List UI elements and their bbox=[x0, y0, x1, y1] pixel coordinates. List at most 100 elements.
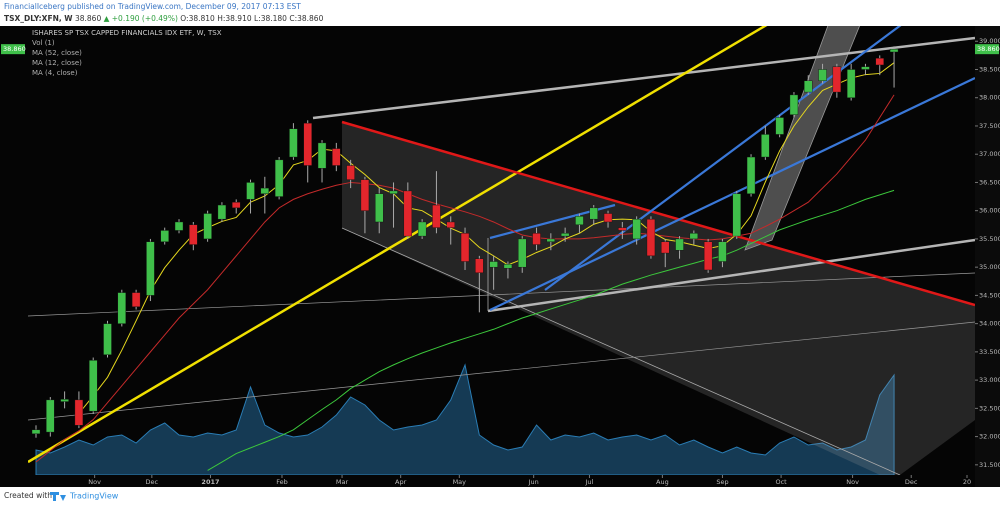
x-tick-label: Jul bbox=[585, 478, 594, 486]
y-tick-label: 37.500 bbox=[979, 122, 1000, 130]
symbol-line: TSX_DLY:XFN, W 38.860 ▲ +0.190 (+0.49%) … bbox=[4, 14, 324, 23]
chart-title: ISHARES SP TSX CAPPED FINANCIALS IDX ETF… bbox=[32, 29, 222, 37]
trend-line bbox=[28, 26, 768, 464]
price-axis bbox=[975, 26, 1000, 487]
candle-body bbox=[446, 221, 455, 228]
footer-bar bbox=[0, 487, 1000, 505]
x-tick-label: 20 bbox=[963, 478, 971, 486]
candle-body bbox=[603, 213, 613, 223]
ma-layer bbox=[35, 62, 895, 471]
candle-body bbox=[317, 142, 327, 169]
candle-body bbox=[432, 204, 441, 228]
candle-body bbox=[375, 193, 384, 223]
y-tick-label: 36.000 bbox=[979, 207, 1000, 215]
candle-body bbox=[560, 233, 570, 237]
x-tick-label: Aug bbox=[656, 478, 669, 486]
footer-logo[interactable] bbox=[50, 492, 66, 501]
legend: ISHARES SP TSX CAPPED FINANCIALS IDX ETF… bbox=[32, 29, 222, 77]
plot-area bbox=[28, 26, 975, 475]
candle-body bbox=[703, 241, 713, 271]
candle-body bbox=[131, 292, 141, 307]
candle-body bbox=[346, 165, 355, 180]
candle-body bbox=[46, 399, 55, 433]
candle-body bbox=[260, 187, 270, 194]
candle-body bbox=[475, 258, 484, 274]
candle-body bbox=[689, 233, 699, 240]
candle-body bbox=[632, 218, 641, 240]
trend-line bbox=[28, 321, 975, 421]
y-tick-label: 39.000 bbox=[979, 37, 1000, 45]
trend-line bbox=[28, 272, 975, 317]
candle-body bbox=[818, 69, 827, 81]
candle-body bbox=[875, 57, 884, 66]
y-tick-label: 35.500 bbox=[979, 235, 1000, 243]
x-tick-label: Sep bbox=[716, 478, 728, 486]
candle-body bbox=[532, 233, 541, 245]
candle-body bbox=[746, 156, 756, 194]
candle-body bbox=[518, 238, 527, 268]
y-tick-label: 34.000 bbox=[979, 320, 1000, 328]
candle-body bbox=[103, 323, 112, 355]
candle-body bbox=[274, 159, 284, 197]
candle-body bbox=[489, 261, 498, 268]
legend-entry: Vol (1) bbox=[32, 39, 55, 47]
last-price-label: 38.860 bbox=[3, 45, 26, 53]
x-tick-label: Jun bbox=[528, 478, 539, 486]
author-line: FinancialIceberg published on TradingVie… bbox=[4, 2, 301, 11]
y-tick-label: 38.500 bbox=[979, 65, 1000, 73]
candle-body bbox=[546, 238, 556, 242]
candle-body bbox=[303, 122, 312, 166]
trend-line bbox=[487, 238, 975, 313]
candle-body bbox=[618, 227, 627, 231]
candle-body bbox=[117, 292, 127, 324]
x-tick-label: 2017 bbox=[201, 478, 219, 486]
y-tick-label: 38.000 bbox=[979, 94, 1000, 102]
x-tick-label: Feb bbox=[276, 478, 288, 486]
candle-body bbox=[189, 224, 198, 245]
x-tick-label: Apr bbox=[395, 478, 407, 486]
trend-line bbox=[341, 120, 975, 307]
candle-body bbox=[246, 182, 255, 200]
y-tick-label: 34.500 bbox=[979, 291, 1000, 299]
candle-body bbox=[832, 66, 842, 93]
candle-body bbox=[789, 94, 799, 115]
header-bar bbox=[0, 0, 1000, 26]
footer-created: Created with bbox=[4, 491, 52, 500]
candle-body bbox=[31, 429, 41, 434]
candle-layer bbox=[31, 46, 899, 438]
last-price-box bbox=[1, 44, 25, 55]
symbol: TSX_DLY:XFN, W bbox=[4, 14, 73, 23]
candle-body bbox=[174, 221, 184, 231]
change: ▲ +0.190 (+0.49%) bbox=[104, 14, 178, 23]
candle-body bbox=[575, 216, 584, 226]
ma-line bbox=[35, 94, 895, 463]
y-tick-label: 32.000 bbox=[979, 433, 1000, 441]
candle-body bbox=[217, 204, 227, 220]
last-price-label: 38.860 bbox=[977, 45, 1000, 53]
trend-line bbox=[544, 26, 902, 291]
y-tick-label: 32.500 bbox=[979, 404, 1000, 412]
candle-body bbox=[846, 69, 856, 98]
candle-body bbox=[761, 134, 770, 158]
candle-body bbox=[89, 360, 98, 412]
last-price-box bbox=[975, 44, 999, 55]
candle-body bbox=[889, 48, 899, 53]
y-tick-label: 33.500 bbox=[979, 348, 1000, 356]
candle-body bbox=[775, 117, 784, 135]
candle-body bbox=[232, 202, 241, 209]
price: 38.860 bbox=[75, 14, 101, 23]
channel-edge bbox=[341, 227, 901, 475]
candle-body bbox=[146, 241, 155, 296]
candle-body bbox=[332, 148, 341, 166]
candle-body bbox=[60, 399, 69, 402]
candle-body bbox=[503, 264, 513, 269]
candle-body bbox=[289, 128, 298, 158]
candle-body bbox=[74, 399, 84, 426]
y-tick-label: 33.000 bbox=[979, 376, 1000, 384]
axes: 31.500 32.000 32.500 33.000 33.500 34.000 34.5… bbox=[1, 37, 1000, 486]
ma-line bbox=[78, 62, 895, 414]
ohlc: O:38.810 H:38.910 L:38.180 C:38.860 bbox=[180, 14, 323, 23]
footer-brand[interactable]: TradingView bbox=[69, 492, 119, 501]
x-tick-label: Nov bbox=[88, 478, 101, 486]
